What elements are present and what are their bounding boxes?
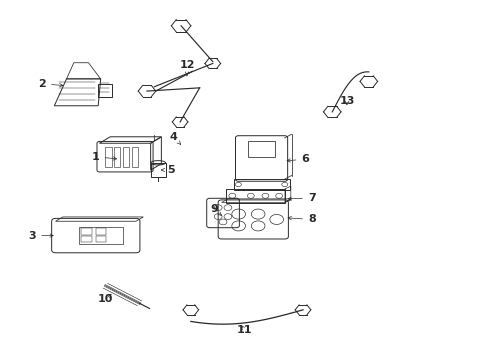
Bar bbox=[81, 228, 92, 234]
Bar bbox=[247, 141, 275, 157]
Bar bbox=[105, 147, 111, 167]
Text: 4: 4 bbox=[169, 132, 180, 144]
Bar bbox=[95, 228, 106, 234]
Bar bbox=[79, 227, 122, 244]
Text: 11: 11 bbox=[236, 325, 252, 334]
Text: 8: 8 bbox=[287, 215, 315, 224]
Text: 1: 1 bbox=[92, 152, 116, 162]
Bar bbox=[95, 236, 106, 242]
Text: 7: 7 bbox=[287, 193, 315, 203]
Bar bbox=[98, 84, 112, 97]
Text: 6: 6 bbox=[286, 154, 309, 164]
Text: 13: 13 bbox=[339, 96, 354, 106]
Bar bbox=[81, 236, 92, 242]
Bar bbox=[226, 189, 285, 203]
Bar bbox=[233, 179, 289, 190]
Text: 10: 10 bbox=[98, 294, 113, 304]
Bar bbox=[114, 147, 120, 167]
Text: 5: 5 bbox=[161, 165, 175, 175]
Text: 12: 12 bbox=[179, 60, 194, 76]
Text: 9: 9 bbox=[210, 204, 221, 215]
Bar bbox=[122, 147, 129, 167]
Text: 2: 2 bbox=[38, 79, 63, 89]
Bar bbox=[131, 147, 138, 167]
Bar bbox=[151, 163, 165, 177]
Text: 3: 3 bbox=[28, 231, 53, 240]
